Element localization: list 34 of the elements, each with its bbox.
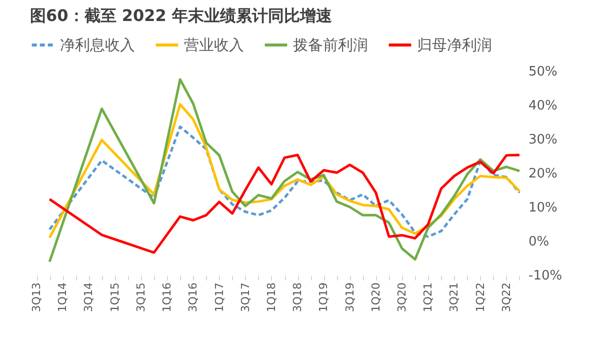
line-series bbox=[48, 154, 521, 254]
x-tick-label: 1Q15 bbox=[108, 282, 122, 312]
x-tick-label: 1Q16 bbox=[160, 282, 174, 312]
y-tick-label: 10% bbox=[528, 200, 558, 216]
x-tick-label: 3Q17 bbox=[238, 282, 252, 312]
chart-title: 图60：截至 2022 年末业绩累计同比增速 bbox=[30, 6, 333, 25]
x-tick-label: 1Q18 bbox=[264, 282, 278, 312]
legend-label: 归母净利润 bbox=[417, 36, 492, 54]
x-tick-label: 3Q16 bbox=[186, 282, 200, 312]
x-tick-label: 1Q21 bbox=[422, 282, 435, 312]
legend-label: 净利息收入 bbox=[60, 36, 135, 54]
x-tick-label: 3Q15 bbox=[134, 282, 148, 312]
x-tick-label: 1Q14 bbox=[56, 282, 70, 312]
x-tick-label: 3Q22 bbox=[500, 282, 513, 312]
y-tick-label: 50% bbox=[528, 64, 558, 80]
x-tick-label: 3Q19 bbox=[343, 282, 356, 312]
y-tick-label: 40% bbox=[528, 98, 558, 114]
legend-label: 拨备前利润 bbox=[293, 36, 368, 54]
x-tick-label: 1Q20 bbox=[369, 282, 382, 312]
y-tick-label: 0% bbox=[528, 234, 550, 250]
x-tick-label: 3Q20 bbox=[396, 282, 408, 312]
x-tick-label: 3Q14 bbox=[82, 282, 96, 312]
legend-label: 营业收入 bbox=[184, 36, 244, 54]
x-tick-label: 3Q13 bbox=[30, 282, 44, 312]
y-tick-label: 30% bbox=[528, 132, 558, 148]
line-series bbox=[48, 78, 521, 263]
x-tick-label: 1Q17 bbox=[212, 282, 226, 312]
x-tick-label: 3Q21 bbox=[448, 282, 461, 312]
x-tick-label: 1Q19 bbox=[317, 282, 330, 312]
x-tick-label: 3Q18 bbox=[291, 282, 304, 312]
line-series bbox=[48, 126, 521, 238]
y-tick-label: -10% bbox=[528, 268, 562, 284]
y-tick-label: 20% bbox=[528, 166, 558, 182]
x-tick-label: 1Q22 bbox=[474, 282, 487, 312]
